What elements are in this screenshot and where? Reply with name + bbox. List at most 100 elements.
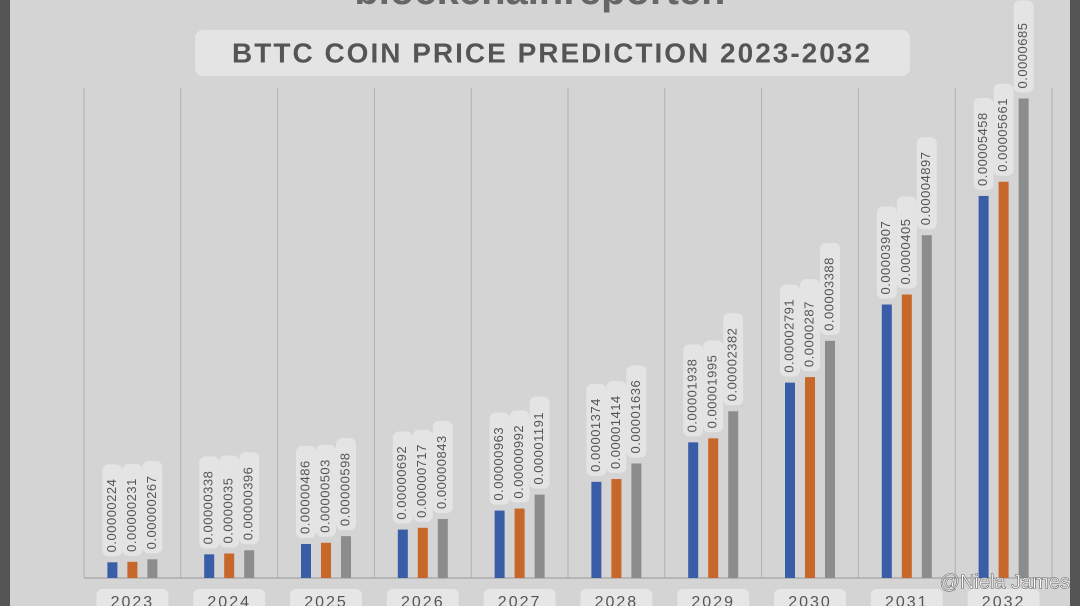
data-label: 0.00001938 [685,359,700,433]
bar [881,304,892,578]
data-label: 0.00003907 [878,221,893,295]
data-label-box [336,438,356,531]
bar [494,510,505,578]
data-label-box [316,444,336,537]
data-label: 0.00000231 [124,478,139,552]
x-label-box [386,589,459,606]
bar [998,181,1009,579]
bar [244,550,255,578]
data-label: 0.00000717 [414,444,429,518]
bar [341,536,351,578]
data-label-box [820,242,840,335]
x-label-box [580,589,653,606]
watermark: @Niela James [940,571,1070,593]
logo: blockchainreporter. [354,0,725,13]
data-label-box [1013,0,1034,93]
bar [901,294,912,578]
data-label: 0.00000224 [104,479,119,553]
bar [708,438,719,578]
data-label-box [916,137,937,230]
data-label-box [142,461,163,554]
data-label: 0.00005661 [995,98,1010,172]
x-label-box [96,589,169,606]
bar [301,543,311,578]
data-label: 0.00002382 [725,328,740,402]
data-label-box [412,429,433,522]
data-label-box [780,284,800,377]
data-label-box [876,206,897,299]
data-label: 0.00001995 [705,355,720,429]
bar [107,562,118,578]
edge [0,0,10,606]
title-box [195,30,910,76]
x-label-box [774,589,846,606]
bar [514,508,525,578]
data-label-box [102,464,123,557]
data-label-box [509,410,530,503]
bar [921,235,932,578]
bar [534,494,545,578]
x-label-box [870,589,943,606]
data-label: 0.0000287 [801,301,816,367]
data-label-box [723,313,744,406]
x-tick-label: 2023 [111,594,155,606]
x-tick-label: 2029 [691,594,735,606]
plot: 2023 0.00000224 0.00000231 0.00000267 2024 0.… [83,0,1053,606]
x-tick-label: 2028 [595,594,639,606]
x-label-box [483,589,556,606]
bar [321,542,331,578]
bar [127,561,138,578]
x-tick-label: 2025 [304,594,348,606]
x-tick-label: 2031 [885,594,929,606]
data-label: 0.00001414 [608,395,623,469]
x-label-box [677,589,750,606]
x-label-box [967,589,1040,606]
data-label: 0.00001636 [628,380,643,454]
data-label-box [392,431,413,524]
data-label: 0.00001374 [588,398,603,472]
edge [1070,0,1080,606]
data-label-box [896,196,917,289]
data-label: 0.00000486 [297,460,312,534]
data-label: 0.0000685 [1015,23,1030,89]
data-label-box [626,365,647,458]
data-label-box [973,97,994,190]
x-tick-label: 2027 [498,594,542,606]
bar [688,442,699,578]
data-label: 0.00000503 [317,459,332,533]
data-label: 0.00005458 [975,112,990,186]
data-label: 0.00000963 [491,427,506,501]
bar [204,554,215,578]
data-label: 0.00002791 [781,299,796,373]
bar [224,553,235,578]
data-label-box [606,381,627,474]
bar [785,382,795,578]
x-tick-label: 2032 [982,594,1026,606]
bar [1018,98,1029,578]
chart-title: BTTC COIN PRICE PREDICTION 2023-2032 [232,37,872,68]
bar [591,481,602,578]
data-label: 0.00001191 [531,412,546,485]
data-label-box [296,445,316,538]
bar [805,377,815,578]
data-label-box [432,420,453,513]
bar [437,518,448,578]
data-label-box [199,456,220,549]
bar [147,559,158,578]
data-label-box [683,344,704,437]
bar [631,463,642,578]
x-tick-label: 2030 [788,594,832,606]
x-label-box [290,589,362,606]
data-label: 0.00004897 [918,152,933,226]
data-label-box [993,83,1014,176]
data-label: 0.00000396 [241,467,256,541]
bar [397,529,408,578]
bar [611,479,622,578]
bar [825,340,835,578]
data-label-box [239,452,260,545]
data-label: 0.00000843 [434,435,449,509]
bar [417,527,428,578]
data-label: 0.00000338 [201,471,216,545]
data-label-box [122,463,143,556]
